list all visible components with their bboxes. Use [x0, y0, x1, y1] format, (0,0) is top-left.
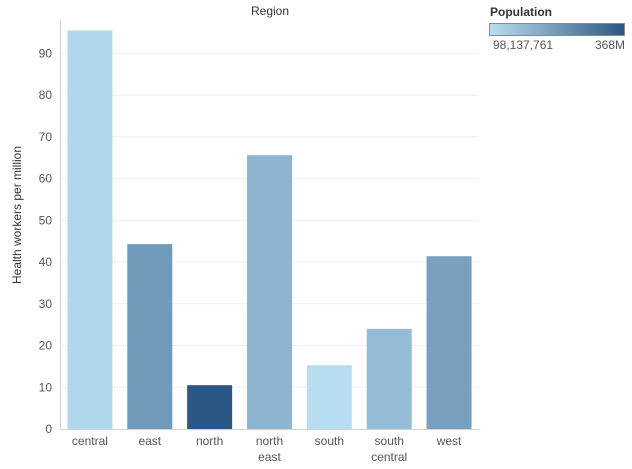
bars — [67, 30, 472, 430]
x-tick-label: south — [315, 434, 344, 448]
y-tick-label: 20 — [39, 339, 53, 353]
y-tick-label: 70 — [39, 130, 53, 144]
legend-title: Population — [490, 5, 552, 19]
y-tick-label: 50 — [39, 213, 53, 227]
y-tick-label: 90 — [39, 46, 53, 60]
x-tick-label: west — [436, 434, 462, 448]
y-tick-label: 40 — [39, 255, 53, 269]
y-tick-label: 10 — [39, 380, 53, 394]
legend-gradient-bar — [489, 23, 625, 36]
bar-north[interactable] — [187, 385, 233, 429]
population-legend[interactable]: Population 98,137,761 368M — [489, 5, 631, 54]
legend-max-label: 368M — [594, 38, 625, 52]
x-tick-label: central — [72, 434, 108, 448]
x-tick-label: north east — [256, 434, 283, 464]
y-tick-label: 0 — [45, 422, 52, 436]
bar-west[interactable] — [426, 256, 472, 429]
bar-south-central[interactable] — [366, 328, 412, 429]
bar-central[interactable] — [67, 30, 113, 429]
bar-north-east[interactable] — [247, 155, 292, 430]
x-tick-label: east — [138, 434, 161, 448]
y-tick-label: 60 — [39, 172, 53, 186]
y-tick-label: 30 — [39, 297, 53, 311]
x-tick-label: south central — [371, 434, 407, 464]
x-axis-labels: central east north north east south south centr… — [72, 434, 462, 464]
y-tick-label: 80 — [39, 88, 53, 102]
x-tick-label: north — [196, 434, 223, 448]
legend-min-label: 98,137,761 — [493, 38, 554, 52]
y-axis-ticks: 0 10 20 30 40 50 60 70 80 90 — [39, 46, 53, 436]
bar-east[interactable] — [127, 244, 173, 429]
y-axis-title: Health workers per million — [10, 146, 24, 284]
bar-south[interactable] — [306, 365, 352, 429]
chart-title: Region — [251, 4, 289, 18]
